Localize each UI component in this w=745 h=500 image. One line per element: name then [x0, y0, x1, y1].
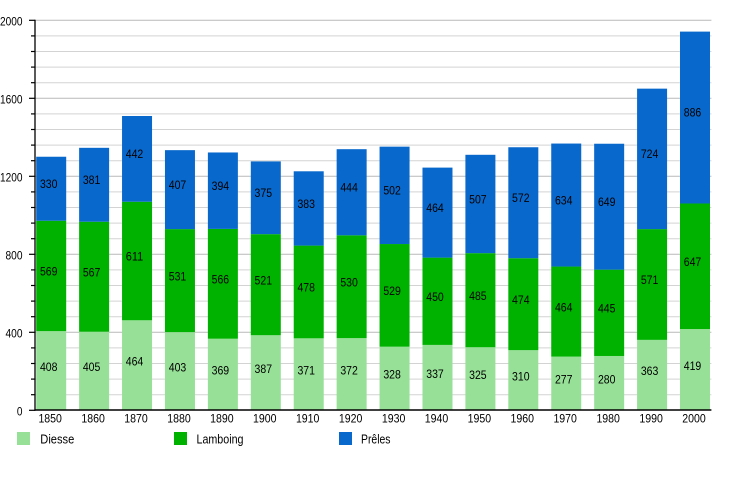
svg-text:2000: 2000 — [0, 15, 23, 29]
svg-text:405: 405 — [83, 362, 101, 374]
svg-text:724: 724 — [641, 149, 659, 161]
svg-text:277: 277 — [555, 375, 573, 387]
svg-text:1860: 1860 — [81, 412, 105, 426]
svg-text:567: 567 — [83, 267, 101, 279]
svg-text:1200: 1200 — [0, 171, 23, 185]
svg-text:337: 337 — [426, 369, 444, 381]
svg-text:442: 442 — [126, 149, 144, 161]
svg-text:445: 445 — [598, 304, 616, 316]
svg-text:310: 310 — [512, 371, 530, 383]
svg-text:1920: 1920 — [339, 412, 363, 426]
svg-text:529: 529 — [383, 286, 401, 298]
svg-text:387: 387 — [255, 364, 273, 376]
svg-text:407: 407 — [169, 180, 187, 192]
svg-text:Prêles: Prêles — [361, 432, 391, 447]
svg-text:444: 444 — [340, 183, 358, 195]
svg-text:381: 381 — [83, 175, 101, 187]
svg-text:2000: 2000 — [682, 412, 706, 426]
svg-text:372: 372 — [340, 365, 358, 377]
svg-text:419: 419 — [684, 361, 702, 373]
svg-text:521: 521 — [255, 275, 273, 287]
svg-text:450: 450 — [426, 292, 444, 304]
svg-text:572: 572 — [512, 193, 530, 205]
svg-text:369: 369 — [212, 366, 230, 378]
svg-text:1990: 1990 — [639, 412, 663, 426]
svg-text:363: 363 — [641, 366, 659, 378]
svg-text:886: 886 — [684, 107, 702, 119]
svg-text:328: 328 — [383, 370, 401, 382]
svg-text:649: 649 — [598, 197, 616, 209]
svg-text:325: 325 — [469, 370, 487, 382]
svg-text:569: 569 — [40, 267, 58, 279]
svg-text:1960: 1960 — [511, 412, 535, 426]
svg-text:330: 330 — [40, 179, 58, 191]
svg-text:1930: 1930 — [382, 412, 406, 426]
svg-text:647: 647 — [684, 257, 702, 269]
svg-text:1600: 1600 — [0, 93, 23, 107]
svg-text:1890: 1890 — [210, 412, 234, 426]
svg-text:375: 375 — [255, 188, 273, 200]
svg-text:1870: 1870 — [124, 412, 148, 426]
svg-text:1980: 1980 — [596, 412, 620, 426]
svg-text:474: 474 — [512, 295, 530, 307]
svg-text:Diesse: Diesse — [40, 432, 74, 447]
svg-text:1880: 1880 — [167, 412, 191, 426]
svg-text:464: 464 — [555, 302, 573, 314]
svg-text:464: 464 — [126, 356, 144, 368]
svg-text:485: 485 — [469, 291, 487, 303]
svg-text:1910: 1910 — [296, 412, 320, 426]
svg-text:403: 403 — [169, 362, 187, 374]
svg-text:0: 0 — [17, 405, 23, 419]
svg-text:530: 530 — [340, 277, 358, 289]
svg-text:1850: 1850 — [38, 412, 62, 426]
svg-text:408: 408 — [40, 362, 58, 374]
svg-text:1900: 1900 — [253, 412, 277, 426]
svg-text:478: 478 — [297, 283, 315, 295]
svg-text:1940: 1940 — [425, 412, 449, 426]
svg-text:464: 464 — [426, 203, 444, 215]
svg-text:Lamboing: Lamboing — [197, 432, 244, 447]
svg-text:634: 634 — [555, 195, 573, 207]
svg-text:280: 280 — [598, 374, 616, 386]
svg-text:571: 571 — [641, 275, 659, 287]
svg-text:371: 371 — [297, 365, 315, 377]
svg-text:502: 502 — [383, 186, 401, 198]
svg-text:611: 611 — [126, 252, 144, 264]
svg-text:566: 566 — [212, 275, 230, 287]
svg-text:383: 383 — [297, 199, 315, 211]
svg-text:400: 400 — [6, 327, 23, 341]
svg-text:507: 507 — [469, 194, 487, 206]
svg-text:394: 394 — [212, 181, 230, 193]
svg-text:800: 800 — [6, 249, 23, 263]
svg-text:531: 531 — [169, 271, 187, 283]
svg-text:1970: 1970 — [553, 412, 577, 426]
svg-text:1950: 1950 — [468, 412, 492, 426]
